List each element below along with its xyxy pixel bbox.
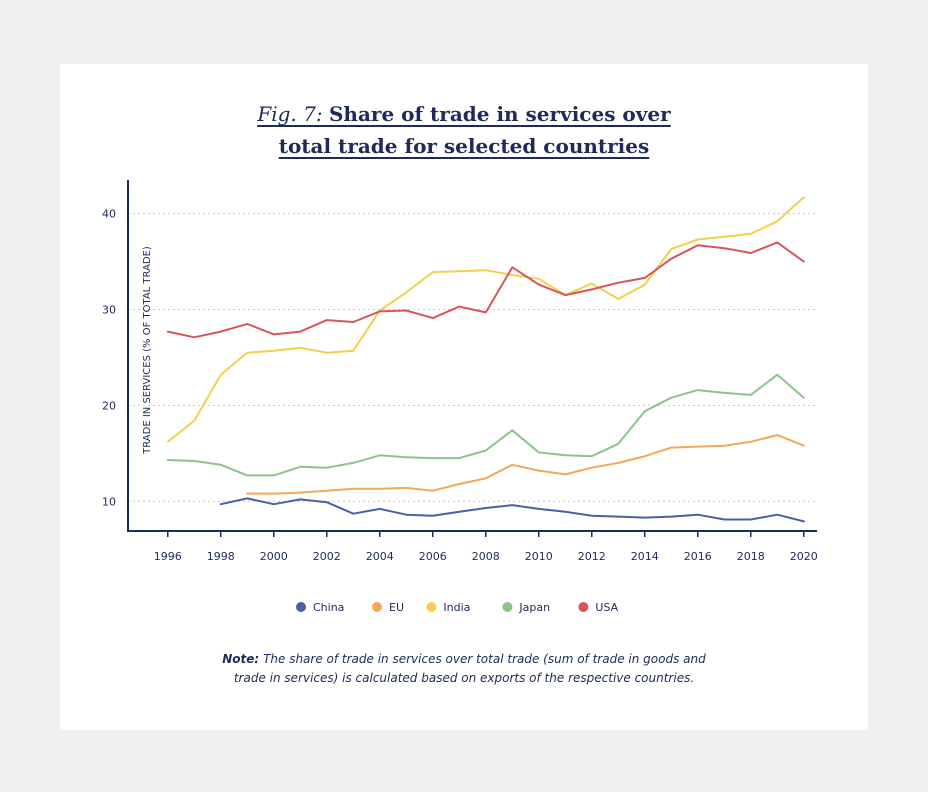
x-tick-label-2002: 2002 <box>313 550 341 563</box>
x-tick-label-2008: 2008 <box>472 550 500 563</box>
legend-label-china: China <box>313 601 344 614</box>
note-label: Note: <box>222 652 260 666</box>
note-line-2: trade in services) is calculated based o… <box>233 671 695 685</box>
x-tick-label-2018: 2018 <box>737 550 765 563</box>
note-line-1: The share of trade in services over tota… <box>263 652 706 666</box>
title-line-1: Share of trade in services over <box>328 102 671 126</box>
figure-number: Fig. 7: <box>257 102 323 126</box>
line-chart: 10 20 30 40 1996 1998 2000 2002 2004 2006 2008 2010… <box>102 180 818 614</box>
legend-marker-eu <box>372 602 382 612</box>
title-line-2: total trade for selected countries <box>278 134 650 158</box>
x-tick-label-2016: 2016 <box>684 550 712 563</box>
axes: 10 20 30 40 1996 1998 2000 2002 2004 2006 2008 2010… <box>102 180 818 563</box>
x-tick-label-2020: 2020 <box>790 550 818 563</box>
x-tick-label-2012: 2012 <box>578 550 606 563</box>
y-tick-label-30: 30 <box>102 304 116 317</box>
series-line-china <box>219 497 805 523</box>
x-tick-label-2004: 2004 <box>366 550 394 563</box>
legend: China EU India Japan USA <box>296 601 619 614</box>
series-line-india <box>166 196 805 443</box>
series-line-usa <box>166 241 805 339</box>
legend-label-india: India <box>443 601 470 614</box>
legend-marker-japan <box>502 602 513 612</box>
legend-marker-india <box>426 602 437 612</box>
x-tick-label-1998: 1998 <box>207 550 235 563</box>
x-tick-label-2014: 2014 <box>631 550 659 563</box>
legend-label-usa: USA <box>595 601 618 614</box>
legend-marker-china <box>296 602 306 612</box>
legend-label-eu: EU <box>389 601 404 614</box>
figure-title: Fig. 7: Share of trade in services over … <box>60 98 868 162</box>
y-tick-label-40: 40 <box>102 208 116 221</box>
series-lines <box>166 196 805 523</box>
x-tick-label-1996: 1996 <box>154 550 182 563</box>
x-tick-label-2006: 2006 <box>419 550 447 563</box>
y-axis-label: TRADE IN SERVICES (% OF TOTAL TRADE) <box>142 246 153 455</box>
legend-label-japan: Japan <box>518 601 550 614</box>
y-tick-label-20: 20 <box>102 399 116 412</box>
series-line-eu <box>246 434 805 495</box>
figure-note: Note: The share of trade in services ove… <box>60 650 868 688</box>
x-tick-label-2010: 2010 <box>525 550 553 563</box>
y-tick-label-10: 10 <box>102 495 116 508</box>
figure-card: Fig. 7: Share of trade in services over … <box>60 64 868 730</box>
grid-lines <box>128 213 817 502</box>
x-tick-label-2000: 2000 <box>260 550 288 563</box>
legend-marker-usa <box>578 602 589 612</box>
series-line-japan <box>166 373 805 477</box>
